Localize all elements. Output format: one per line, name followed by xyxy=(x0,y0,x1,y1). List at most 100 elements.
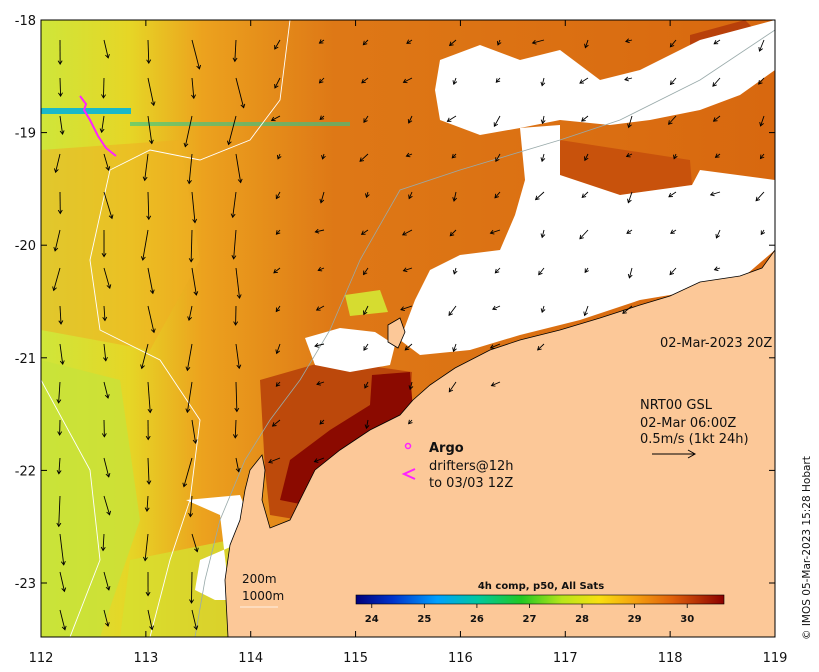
current-arrowhead xyxy=(275,307,281,313)
current-arrow xyxy=(271,115,281,121)
current-arrowhead xyxy=(583,311,588,317)
current-arrowhead xyxy=(400,306,405,311)
current-arrow xyxy=(103,39,109,59)
current-arrow xyxy=(715,153,721,158)
cloud-mask xyxy=(400,125,775,355)
current-arrowhead xyxy=(408,419,413,425)
current-arrowhead xyxy=(314,343,319,348)
current-arrowhead xyxy=(452,80,458,85)
current-arrowhead xyxy=(102,316,108,322)
current-arrowhead xyxy=(60,561,66,566)
current-arrow xyxy=(147,191,150,220)
current-arrow xyxy=(191,571,193,603)
current-arrow xyxy=(274,39,281,50)
current-arrow xyxy=(579,77,589,84)
current-arrow xyxy=(319,419,325,425)
y-tick-label: -18 xyxy=(15,14,36,29)
current-arrow xyxy=(314,343,325,347)
current-arrow xyxy=(186,381,193,413)
current-arrowhead xyxy=(226,140,232,146)
current-arrow xyxy=(235,267,240,299)
current-arrowhead xyxy=(58,92,63,98)
current-arrow xyxy=(275,305,281,312)
x-tick-label: 119 xyxy=(763,651,788,666)
current-arrowhead xyxy=(626,229,631,234)
current-arrowhead xyxy=(318,39,324,44)
current-arrow xyxy=(59,343,64,365)
land-australia xyxy=(224,249,775,637)
current-arrowhead xyxy=(495,78,501,83)
argo-label: Argo xyxy=(429,441,464,456)
current-arrowhead xyxy=(104,394,110,399)
current-arrowhead xyxy=(183,142,189,148)
current-arrow xyxy=(58,495,61,527)
current-arrow xyxy=(669,267,677,275)
current-arrowhead xyxy=(276,154,282,160)
current-arrowhead xyxy=(182,482,188,488)
current-arrow xyxy=(541,229,545,238)
current-arrow xyxy=(403,267,413,272)
current-arrowhead xyxy=(196,64,202,70)
current-arrowhead xyxy=(147,408,153,414)
current-arrow xyxy=(760,153,765,159)
current-arrow xyxy=(363,267,369,275)
current-arrow xyxy=(492,305,501,310)
current-arrow xyxy=(101,115,105,133)
current-arrow xyxy=(406,39,413,44)
current-arrow xyxy=(58,381,61,403)
colorbar-tick-label: 24 xyxy=(365,614,379,625)
current-arrowhead xyxy=(145,591,151,597)
current-arrow xyxy=(315,229,325,233)
current-arrowhead xyxy=(194,547,199,553)
current-arrowhead xyxy=(363,346,368,351)
current-arrow xyxy=(494,191,501,199)
current-arrowhead xyxy=(402,78,408,84)
current-arrowhead xyxy=(448,41,454,47)
colorbar-tick-label: 28 xyxy=(575,614,589,625)
current-arrowhead xyxy=(668,192,673,198)
current-arrow xyxy=(622,305,633,314)
current-arrowhead xyxy=(584,268,589,274)
cloud-mask xyxy=(435,20,775,135)
current-arrow xyxy=(716,229,721,239)
credit-text: © IMOS 05-Mar-2023 15:28 Hobart xyxy=(801,456,813,640)
current-arrowhead xyxy=(187,179,192,185)
current-arrowhead xyxy=(142,176,148,182)
drifters-period: to 03/03 12Z xyxy=(429,476,513,491)
current-arrowhead xyxy=(236,364,242,370)
colorbar xyxy=(355,594,725,605)
current-arrow xyxy=(494,267,501,274)
current-arrowhead xyxy=(715,233,720,239)
current-arrowhead xyxy=(540,81,546,87)
current-arrowhead xyxy=(758,46,763,52)
current-arrowhead xyxy=(759,121,764,127)
current-arrow xyxy=(319,77,325,84)
x-tick-label: 114 xyxy=(238,651,263,666)
current-arrowhead xyxy=(140,256,146,261)
current-arrow xyxy=(234,39,237,62)
drifter-track xyxy=(79,95,117,157)
current-arrow xyxy=(490,229,501,234)
current-arrowhead xyxy=(758,80,763,85)
current-arrowhead xyxy=(145,435,151,441)
current-arrow xyxy=(59,533,65,565)
x-tick-label: 115 xyxy=(343,651,368,666)
current-arrowhead xyxy=(104,622,110,627)
current-arrowhead xyxy=(408,194,413,200)
x-tick-label: 116 xyxy=(448,651,473,666)
current-arrow xyxy=(491,381,501,387)
current-arrow xyxy=(191,77,195,99)
current-arrow xyxy=(147,609,153,630)
current-arrow xyxy=(319,39,325,44)
current-arrowhead xyxy=(318,78,324,84)
current-arrowhead xyxy=(581,193,587,199)
current-arrowhead xyxy=(579,234,584,240)
isobath-200m xyxy=(194,29,775,637)
date-label: 02-Mar-2023 20Z xyxy=(660,336,772,351)
x-tick-label: 118 xyxy=(658,651,683,666)
current-arrowhead xyxy=(490,382,496,387)
current-arrow xyxy=(147,39,150,64)
x-tick-label: 113 xyxy=(133,651,158,666)
current-arrow xyxy=(142,229,149,261)
current-arrow xyxy=(102,533,105,551)
